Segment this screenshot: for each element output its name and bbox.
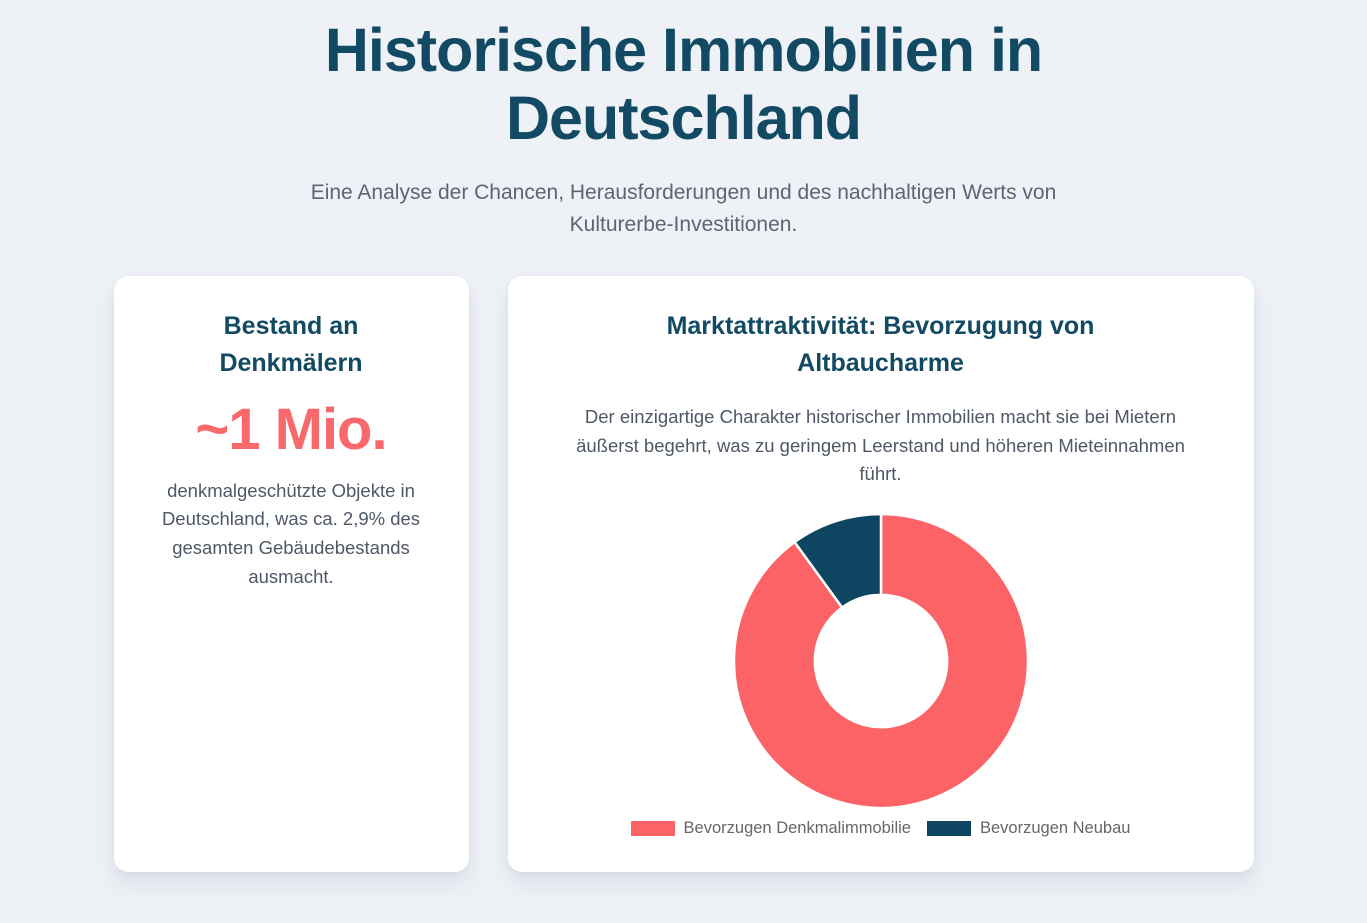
- legend-item-0[interactable]: Bevorzugen Denkmalimmobilie: [630, 818, 911, 839]
- donut-segment-1[interactable]: [792, 512, 882, 609]
- donut-chart-container: [532, 511, 1230, 811]
- legend-label: Bevorzugen Neubau: [979, 818, 1131, 837]
- legend-swatch: [630, 821, 675, 837]
- page-header: Historische Immobilien in Deutschland Ei…: [0, 16, 1367, 240]
- stat-card-title: Bestand an Denkmälern: [219, 312, 363, 377]
- donut-chart[interactable]: [731, 511, 1031, 811]
- donut-segment-0[interactable]: [732, 512, 1029, 810]
- stat-value: ~1 Mio.: [195, 396, 387, 462]
- legend-item-1[interactable]: Bevorzugen Neubau: [926, 818, 1131, 839]
- chart-card: Marktattraktivität: Bevorzugung von Altb…: [507, 276, 1254, 873]
- legend-label: Bevorzugen Denkmalimmobilie: [683, 818, 911, 837]
- stat-card: Bestand an Denkmälern ~1 Mio. denkmalges…: [113, 276, 469, 873]
- stat-description: denkmalgeschützte Objekte in Deutschland…: [161, 479, 421, 587]
- chart-legend: Bevorzugen Denkmalimmobilie Bevorzugen Ne…: [532, 819, 1230, 839]
- page-title: Historische Immobilien in Deutschland: [324, 16, 1043, 153]
- chart-description: Der einzigartige Charakter historischer …: [576, 405, 1185, 485]
- page-subtitle: Eine Analyse der Chancen, Herausforderun…: [310, 180, 1057, 236]
- cards-row: Bestand an Denkmälern ~1 Mio. denkmalges…: [113, 276, 1254, 873]
- legend-swatch: [926, 821, 971, 837]
- chart-card-title: Marktattraktivität: Bevorzugung von Altb…: [666, 312, 1095, 377]
